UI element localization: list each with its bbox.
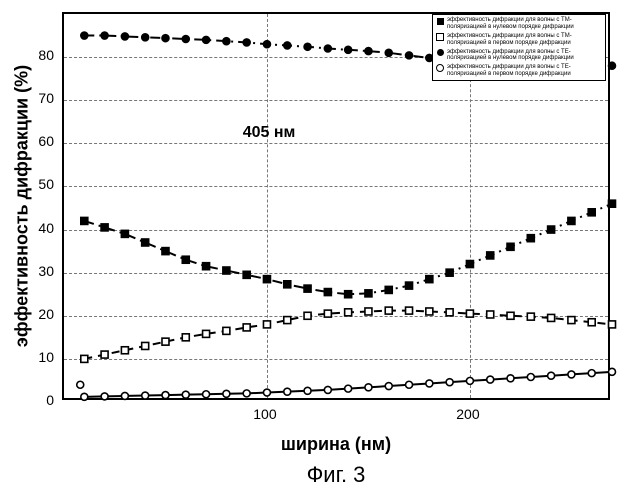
legend-marker-icon	[436, 64, 444, 72]
legend-text: эффективность дифракции для волны с TE-п…	[447, 64, 602, 78]
figure-caption: Фиг. 3	[307, 462, 366, 488]
y-axis-label: эффективность дифракции (%)	[12, 65, 33, 347]
legend-text: эффективность дифракции для волны с TE-п…	[447, 49, 602, 63]
legend-marker-icon	[436, 33, 444, 41]
legend-item: эффективность дифракции для волны с TE-п…	[436, 49, 602, 63]
legend-marker-icon	[436, 17, 444, 25]
legend-text: эффективность дифракции для волны с TM-п…	[447, 17, 602, 31]
legend-item: эффективность дифракции для волны с TM-п…	[436, 33, 602, 47]
x-tick-label: 100	[253, 406, 276, 422]
legend: эффективность дифракции для волны с TM-п…	[432, 14, 606, 81]
x-axis-label: ширина (нм)	[281, 434, 391, 455]
legend-marker-icon	[436, 49, 444, 57]
legend-text: эффективность дифракции для волны с TM-п…	[447, 33, 602, 47]
figure: эффективность дифракции для волны с TM-п…	[0, 0, 628, 500]
annotation-405nm: 405 нм	[243, 124, 296, 142]
legend-item: эффективность дифракции для волны с TE-п…	[436, 64, 602, 78]
x-tick-label: 200	[456, 406, 479, 422]
legend-item: эффективность дифракции для волны с TM-п…	[436, 17, 602, 31]
